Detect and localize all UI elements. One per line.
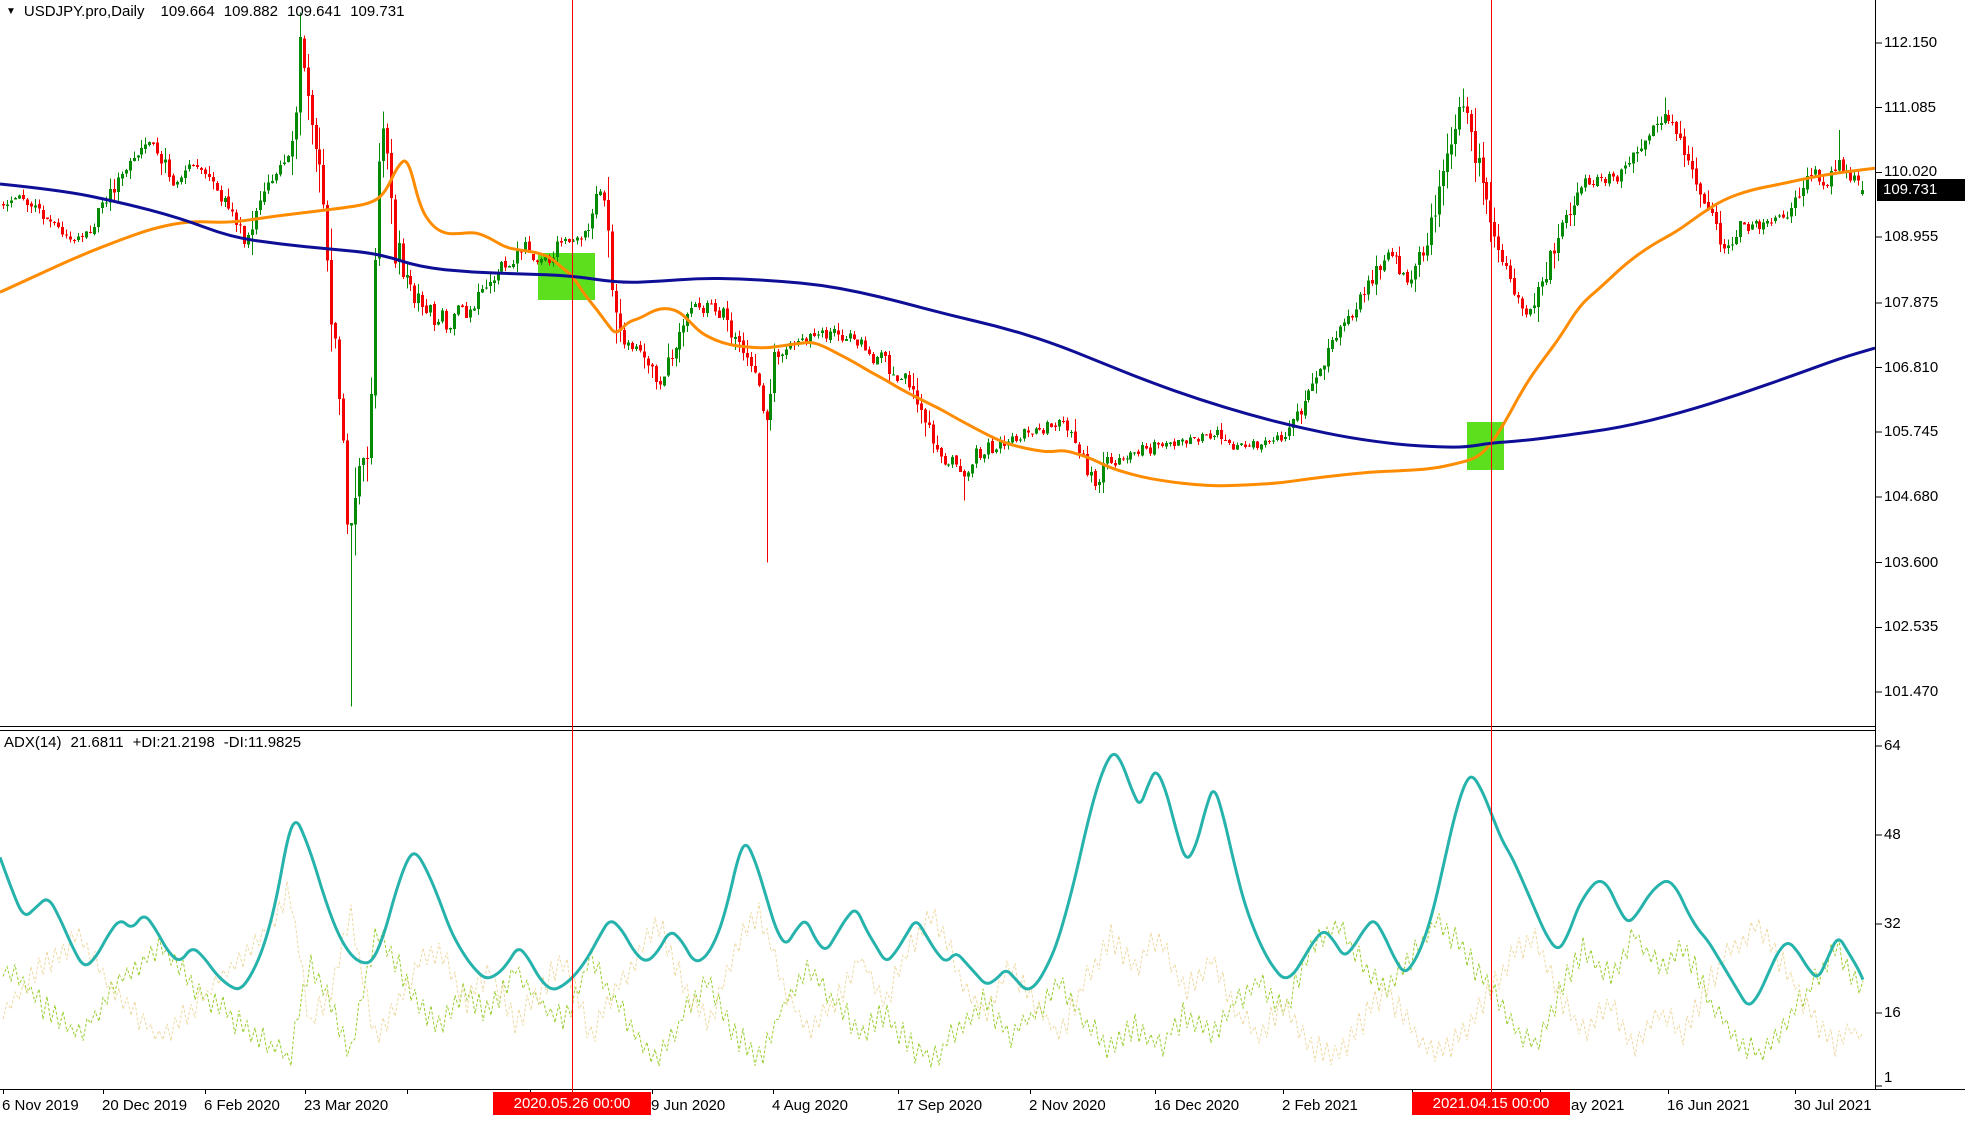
date-tick-label: 6 Feb 2020	[204, 1097, 280, 1114]
plus-di-line	[2, 913, 1864, 1068]
price-tick-label: 101.470	[1884, 683, 1939, 700]
indicator-plus-di: +DI:21.2198	[132, 734, 215, 751]
adx-tick-label: 1	[1884, 1069, 1893, 1086]
panel-borders	[0, 0, 1965, 1094]
date-tick-label: 16 Dec 2020	[1154, 1097, 1240, 1114]
price-tick-label: 105.745	[1884, 423, 1939, 440]
vertical-lines-layer[interactable]	[572, 0, 1492, 1094]
price-tick-label: 108.955	[1884, 228, 1939, 245]
price-tick-label: 112.150	[1884, 34, 1938, 51]
price-tick-label: 107.875	[1884, 294, 1939, 311]
minus-di-line	[2, 881, 1864, 1066]
date-tick-label: 2 Nov 2020	[1029, 1097, 1106, 1114]
price-tick-label: 102.535	[1884, 618, 1939, 635]
indicator-minus-di: -DI:11.9825	[223, 734, 302, 751]
indicator-name: ADX(14)	[4, 734, 62, 751]
price-tick-label: 103.600	[1884, 554, 1939, 571]
candles-layer	[2, 12, 1864, 707]
ma-slow-line	[0, 182, 1875, 449]
ohlc-open: 109.664	[160, 3, 215, 20]
price-tick-label: 111.085	[1884, 99, 1936, 116]
adx-main-line	[0, 752, 1865, 1006]
chart-title: ▼ USDJPY.pro,Daily 109.664 109.882 109.641 10…	[6, 3, 404, 20]
adx-tick-label: 64	[1884, 737, 1901, 754]
indicator-value: 21.6811	[70, 734, 124, 751]
symbol-label: USDJPY.pro,Daily	[23, 3, 145, 20]
date-tick-label: 17 Sep 2020	[897, 1097, 983, 1114]
indicator-readout: ADX(14) 21.6811 +DI:21.2198 -DI:11.9825	[4, 734, 310, 751]
date-tick-label: 2 Feb 2021	[1282, 1097, 1358, 1114]
adx-indicator-layer	[0, 752, 1865, 1068]
date-tick-label: 16 Jun 2021	[1667, 1097, 1750, 1114]
date-tick-label: 23 Mar 2020	[304, 1097, 389, 1114]
ohlc-low: 109.641	[286, 3, 342, 20]
vline-date-badge: 2020.05.26 00:00	[493, 1092, 651, 1115]
symbol-dropdown-icon[interactable]: ▼	[6, 6, 16, 17]
price-tick-label: 110.020	[1884, 163, 1938, 180]
current-price-badge: 109.731	[1877, 179, 1965, 201]
date-tick-label: 6 Nov 2019	[2, 1097, 79, 1114]
price-tick-label: 106.810	[1884, 359, 1939, 376]
date-tick-label: 30 Jul 2021	[1794, 1097, 1872, 1114]
adx-tick-label: 32	[1884, 915, 1901, 932]
date-tick-label: ay 2021	[1571, 1097, 1625, 1114]
ma-fast-line	[0, 159, 1875, 488]
price-tick-label: 104.680	[1884, 488, 1939, 505]
adx-tick-label: 48	[1884, 826, 1901, 843]
vline-date-badge: 2021.04.15 00:00	[1412, 1092, 1570, 1115]
ohlc-close: 109.731	[350, 3, 405, 20]
ohlc-high: 109.882	[223, 3, 278, 20]
signal-boxes-layer[interactable]	[538, 253, 1504, 470]
adx-tick-label: 16	[1884, 1004, 1901, 1021]
date-tick-label: 9 Jun 2020	[651, 1097, 726, 1114]
date-tick-label: 20 Dec 2019	[102, 1097, 188, 1114]
moving-averages-layer	[0, 159, 1875, 488]
date-tick-label: 4 Aug 2020	[772, 1097, 848, 1114]
